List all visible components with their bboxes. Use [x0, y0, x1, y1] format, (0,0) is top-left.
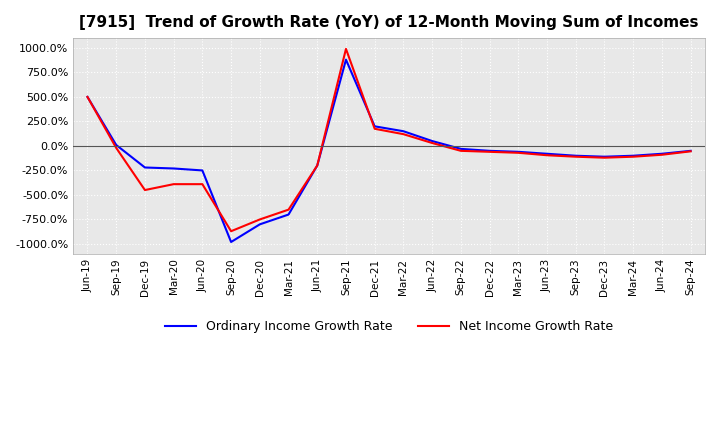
Ordinary Income Growth Rate — [83, 94, 91, 99]
Net Income Growth Rate — [399, 132, 408, 137]
Net Income Growth Rate — [370, 126, 379, 132]
Net Income Growth Rate — [313, 163, 322, 168]
Ordinary Income Growth Rate — [112, 142, 120, 147]
Net Income Growth Rate — [342, 46, 351, 51]
Net Income Growth Rate — [572, 154, 580, 159]
Net Income Growth Rate — [227, 228, 235, 234]
Ordinary Income Growth Rate — [284, 212, 293, 217]
Net Income Growth Rate — [600, 155, 609, 160]
Net Income Growth Rate — [514, 150, 523, 155]
Ordinary Income Growth Rate — [572, 153, 580, 158]
Ordinary Income Growth Rate — [227, 239, 235, 245]
Net Income Growth Rate — [686, 149, 695, 154]
Net Income Growth Rate — [83, 94, 91, 99]
Ordinary Income Growth Rate — [256, 222, 264, 227]
Ordinary Income Growth Rate — [600, 154, 609, 159]
Ordinary Income Growth Rate — [514, 149, 523, 154]
Net Income Growth Rate — [629, 154, 637, 159]
Net Income Growth Rate — [256, 217, 264, 222]
Net Income Growth Rate — [112, 145, 120, 150]
Ordinary Income Growth Rate — [342, 57, 351, 62]
Ordinary Income Growth Rate — [629, 153, 637, 158]
Legend: Ordinary Income Growth Rate, Net Income Growth Rate: Ordinary Income Growth Rate, Net Income … — [160, 315, 618, 338]
Ordinary Income Growth Rate — [543, 151, 552, 156]
Net Income Growth Rate — [456, 148, 465, 154]
Ordinary Income Growth Rate — [485, 148, 494, 154]
Net Income Growth Rate — [169, 182, 178, 187]
Line: Net Income Growth Rate: Net Income Growth Rate — [87, 49, 690, 231]
Ordinary Income Growth Rate — [140, 165, 149, 170]
Ordinary Income Growth Rate — [399, 128, 408, 134]
Ordinary Income Growth Rate — [686, 148, 695, 154]
Line: Ordinary Income Growth Rate: Ordinary Income Growth Rate — [87, 60, 690, 242]
Ordinary Income Growth Rate — [198, 168, 207, 173]
Net Income Growth Rate — [198, 182, 207, 187]
Ordinary Income Growth Rate — [428, 139, 436, 144]
Net Income Growth Rate — [140, 187, 149, 193]
Ordinary Income Growth Rate — [456, 146, 465, 151]
Net Income Growth Rate — [657, 152, 666, 158]
Title: [7915]  Trend of Growth Rate (YoY) of 12-Month Moving Sum of Incomes: [7915] Trend of Growth Rate (YoY) of 12-… — [79, 15, 699, 30]
Ordinary Income Growth Rate — [169, 166, 178, 171]
Net Income Growth Rate — [284, 207, 293, 212]
Ordinary Income Growth Rate — [370, 124, 379, 129]
Net Income Growth Rate — [428, 140, 436, 146]
Net Income Growth Rate — [485, 149, 494, 154]
Net Income Growth Rate — [543, 153, 552, 158]
Ordinary Income Growth Rate — [313, 163, 322, 168]
Ordinary Income Growth Rate — [657, 151, 666, 156]
